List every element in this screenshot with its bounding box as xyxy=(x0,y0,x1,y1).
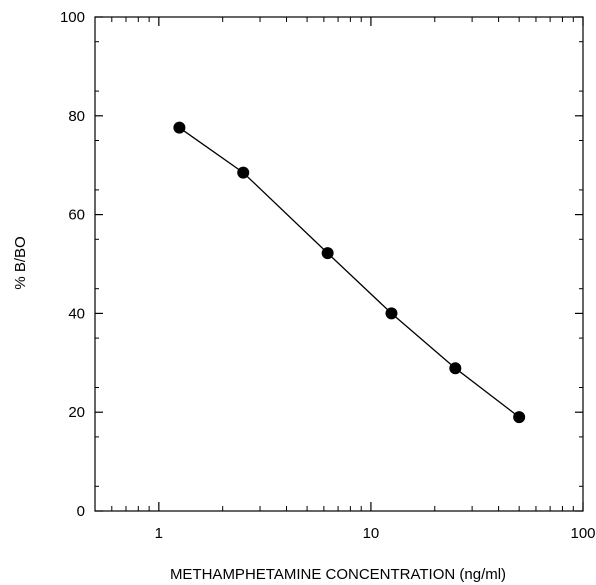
data-point xyxy=(449,362,462,375)
data-point xyxy=(321,247,334,260)
series-line xyxy=(179,127,520,418)
y-tick-label: 60 xyxy=(68,207,85,224)
y-axis-label: % B/BO xyxy=(12,236,29,289)
x-axis-label: METHAMPHETAMINE CONCENTRATION (ng/ml) xyxy=(170,566,506,583)
data-point xyxy=(173,121,186,134)
y-tick-label: 40 xyxy=(68,305,85,322)
x-tick-label: 10 xyxy=(363,525,380,542)
data-point xyxy=(237,166,250,179)
y-tick-label: 100 xyxy=(60,9,85,26)
x-tick-label: 1 xyxy=(155,525,163,542)
plot-frame xyxy=(94,16,584,512)
data-point xyxy=(385,307,398,320)
data-point xyxy=(513,411,526,424)
axis-tick-labels: 0 20 40 60 80 100 1 10 100 xyxy=(60,9,596,542)
plot-area-border xyxy=(94,16,584,512)
x-tick-label: 100 xyxy=(570,525,595,542)
axis-ticks xyxy=(95,16,584,512)
y-tick-label: 80 xyxy=(68,108,85,125)
series-layer xyxy=(173,121,526,424)
y-tick-label: 20 xyxy=(68,404,85,421)
y-tick-label: 0 xyxy=(77,503,85,520)
